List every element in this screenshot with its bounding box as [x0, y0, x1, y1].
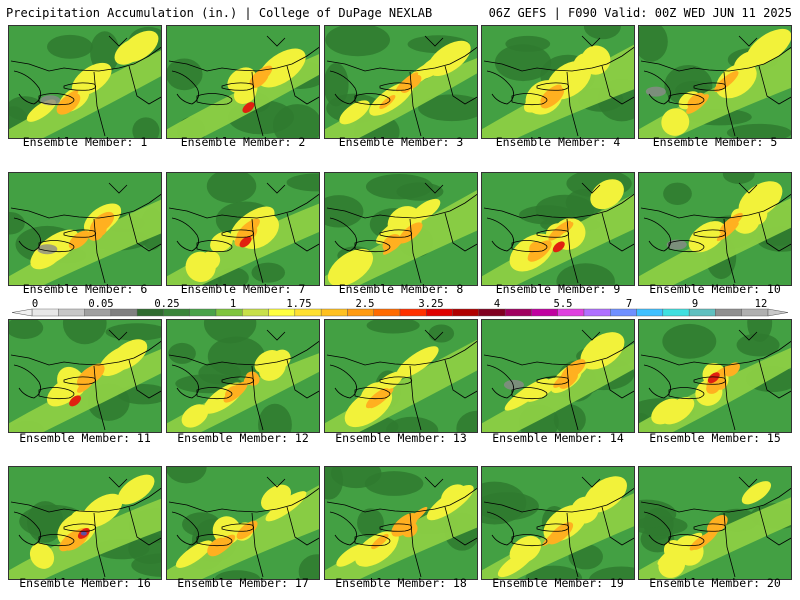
colorbar-swatch: [136, 308, 164, 317]
colorbar-swatch: [242, 308, 269, 317]
colorbar-swatch: [636, 308, 664, 317]
ensemble-map-panel: [481, 319, 635, 433]
ensemble-map-panel: [638, 466, 792, 580]
ensemble-member-label: Ensemble Member: 18: [335, 576, 467, 590]
colorbar-swatch: [583, 308, 611, 317]
colorbar-tick-label: 5.5: [554, 298, 573, 310]
colorbar-swatch: [84, 308, 112, 317]
colorbar-tick-label: 0.25: [154, 298, 179, 310]
ensemble-member-label: Ensemble Member: 12: [177, 431, 309, 445]
ensemble-map-panel: [166, 172, 320, 286]
colorbar-swatch: [715, 308, 742, 317]
ensemble-member-label: Ensemble Member: 19: [492, 576, 624, 590]
ensemble-member-label: Ensemble Member: 6: [22, 282, 148, 296]
colorbar-tick-label: 2.5: [356, 298, 375, 310]
ensemble-map-panel: [8, 319, 162, 433]
ensemble-map-panel: [481, 25, 635, 139]
colorbar-swatch: [452, 308, 480, 317]
ensemble-member-label: Ensemble Member: 16: [19, 576, 151, 590]
ensemble-map-panel: [8, 172, 162, 286]
colorbar-swatch: [610, 308, 637, 317]
colorbar-swatch: [557, 308, 585, 317]
map-title: Precipitation Accumulation (in.) | Colle…: [6, 6, 433, 20]
colorbar-tick-label: 4: [494, 298, 500, 310]
ensemble-map-panel: [324, 172, 478, 286]
ensemble-member-label: Ensemble Member: 11: [19, 431, 151, 445]
ensemble-member-label: Ensemble Member: 1: [22, 135, 148, 149]
ensemble-map-panel: [638, 172, 792, 286]
ensemble-map-panel: [166, 25, 320, 139]
colorbar-swatch: [347, 308, 374, 317]
colorbar-swatch: [662, 308, 690, 317]
ensemble-map-panel: [324, 319, 478, 433]
colorbar-tick-label: 9: [692, 298, 698, 310]
colorbar-swatch: [163, 308, 190, 317]
colorbar-swatch: [373, 308, 401, 317]
colorbar-swatch: [504, 308, 532, 317]
colorbar-tick-label: 1.75: [286, 298, 311, 310]
ensemble-map-panel: [166, 319, 320, 433]
ensemble-map-panel: [638, 25, 792, 139]
colorbar-tick-label: 0: [32, 298, 38, 310]
colorbar-swatch: [399, 308, 427, 317]
ensemble-member-label: Ensemble Member: 3: [338, 135, 464, 149]
ensemble-map-panel: [481, 172, 635, 286]
colorbar-swatch: [58, 308, 85, 317]
ensemble-map-panel: [638, 319, 792, 433]
colorbar-swatch: [110, 308, 138, 317]
ensemble-member-label: Ensemble Member: 20: [649, 576, 781, 590]
ensemble-member-label: Ensemble Member: 17: [177, 576, 309, 590]
colorbar-tick-label: 7: [626, 298, 632, 310]
ensemble-member-label: Ensemble Member: 8: [338, 282, 464, 296]
colorbar-legend: 0 0.05 0.25 1 1.75 2.5 3.25 4 5.5 7 9 12: [11, 298, 789, 317]
colorbar-swatch: [426, 308, 453, 317]
colorbar-swatch: [478, 308, 506, 317]
ensemble-member-label: Ensemble Member: 14: [492, 431, 624, 445]
ensemble-map-panel: [481, 466, 635, 580]
colorbar-swatch: [531, 308, 558, 317]
colorbar-swatch: [294, 308, 322, 317]
ensemble-member-label: Ensemble Member: 10: [649, 282, 781, 296]
ensemble-member-label: Ensemble Member: 5: [652, 135, 778, 149]
colorbar-swatch: [215, 308, 243, 317]
ensemble-map-panel: [324, 466, 478, 580]
colorbar-swatch: [268, 308, 296, 317]
ensemble-map-panel: [8, 25, 162, 139]
ensemble-member-label: Ensemble Member: 4: [495, 135, 621, 149]
ensemble-member-label: Ensemble Member: 13: [335, 431, 467, 445]
ensemble-map-panel: [166, 466, 320, 580]
colorbar-swatch: [688, 308, 716, 317]
colorbar-swatch: [320, 308, 348, 317]
ensemble-map-panel: [8, 466, 162, 580]
colorbar-tick-label: 0.05: [88, 298, 113, 310]
ensemble-member-label: Ensemble Member: 9: [495, 282, 621, 296]
colorbar-swatch: [189, 308, 217, 317]
colorbar-swatch: [741, 308, 769, 317]
colorbar-tick-label: 3.25: [418, 298, 443, 310]
ensemble-member-label: Ensemble Member: 2: [180, 135, 306, 149]
colorbar-tick-label: 1: [230, 298, 236, 310]
ensemble-member-label: Ensemble Member: 7: [180, 282, 306, 296]
ensemble-map-panel: [324, 25, 478, 139]
ensemble-member-label: Ensemble Member: 15: [649, 431, 781, 445]
valid-time-label: 06Z GEFS | F090 Valid: 00Z WED JUN 11 20…: [488, 6, 792, 20]
colorbar-tick-label: 12: [755, 298, 768, 310]
colorbar-swatch: [31, 308, 59, 317]
